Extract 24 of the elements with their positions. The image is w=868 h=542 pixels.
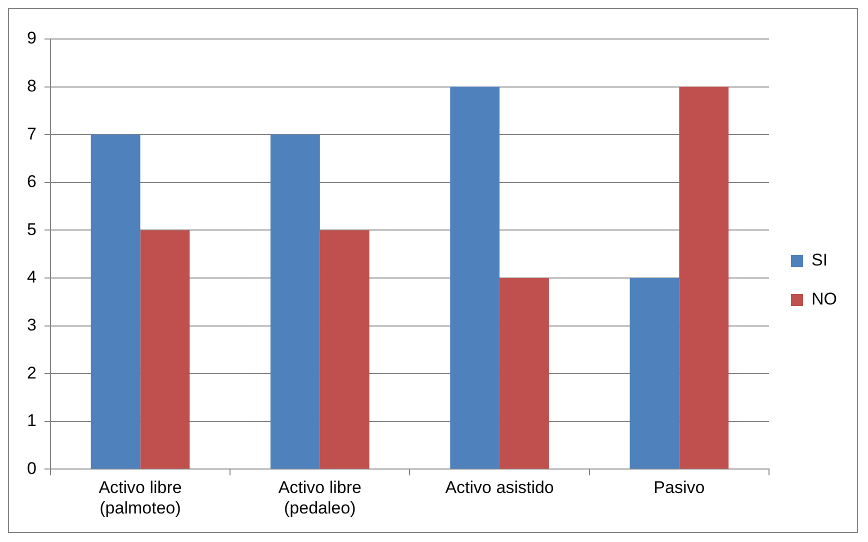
x-tick-label: Activo asistido [445, 478, 554, 498]
y-tick-label: 1 [26, 411, 36, 430]
legend-label: SI [812, 250, 828, 270]
y-tick-label: 2 [26, 363, 36, 382]
y-tick-label: 6 [26, 172, 36, 192]
bar [500, 278, 549, 469]
bar [90, 134, 140, 469]
y-tick-label: 7 [26, 124, 36, 144]
y-tick-label: 5 [26, 220, 36, 239]
bar [679, 86, 729, 469]
bar [140, 230, 190, 469]
x-tick-label: Activo libre (palmoteo) [98, 478, 182, 518]
bar [270, 134, 320, 469]
bar [320, 230, 370, 469]
x-tick-label: Pasivo [654, 478, 705, 498]
legend-label: NO [812, 290, 837, 309]
y-tick-label: 0 [26, 458, 36, 478]
bar [450, 86, 500, 469]
bar [630, 278, 680, 469]
x-tick-label: Activo libre (pedaleo) [278, 478, 362, 518]
y-tick-label: 3 [26, 315, 36, 334]
y-tick-label: 8 [26, 76, 36, 96]
y-tick-label: 4 [26, 268, 36, 287]
y-tick-label: 9 [26, 28, 36, 48]
